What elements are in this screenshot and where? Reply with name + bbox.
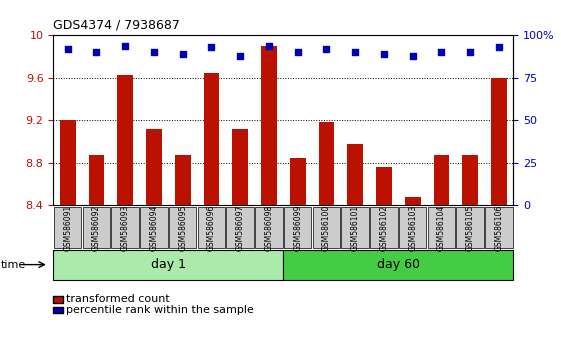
- Point: [63, 46, 72, 52]
- Text: GSM586100: GSM586100: [322, 204, 331, 251]
- Point: [466, 50, 475, 55]
- Point: [494, 45, 503, 50]
- Text: percentile rank within the sample: percentile rank within the sample: [66, 305, 254, 315]
- Text: GSM586098: GSM586098: [264, 204, 273, 251]
- Bar: [491, 78, 507, 205]
- Point: [264, 43, 273, 48]
- Point: [351, 50, 360, 55]
- Text: GSM586096: GSM586096: [207, 204, 216, 251]
- Bar: [89, 155, 104, 205]
- Point: [322, 46, 331, 52]
- Bar: [60, 120, 76, 205]
- Point: [92, 50, 101, 55]
- Text: GSM586092: GSM586092: [92, 204, 101, 251]
- Text: GSM586099: GSM586099: [293, 204, 302, 251]
- Text: GSM586093: GSM586093: [121, 204, 130, 251]
- Text: GDS4374 / 7938687: GDS4374 / 7938687: [53, 19, 180, 32]
- Point: [437, 50, 446, 55]
- Text: GSM586103: GSM586103: [408, 204, 417, 251]
- Bar: [261, 46, 277, 205]
- Bar: [462, 155, 478, 205]
- Point: [207, 45, 216, 50]
- Point: [149, 50, 158, 55]
- Bar: [347, 144, 363, 205]
- Text: GSM586097: GSM586097: [236, 204, 245, 251]
- Point: [379, 51, 388, 57]
- Point: [408, 53, 417, 59]
- Text: GSM586095: GSM586095: [178, 204, 187, 251]
- Bar: [146, 129, 162, 205]
- Bar: [405, 197, 421, 205]
- Point: [293, 50, 302, 55]
- Bar: [232, 129, 248, 205]
- Text: day 60: day 60: [377, 258, 420, 271]
- Text: GSM586101: GSM586101: [351, 204, 360, 251]
- Text: GSM586102: GSM586102: [379, 204, 388, 251]
- Bar: [319, 122, 334, 205]
- Text: GSM586106: GSM586106: [494, 204, 503, 251]
- Bar: [290, 158, 306, 205]
- Point: [236, 53, 245, 59]
- Text: GSM586094: GSM586094: [149, 204, 158, 251]
- Bar: [117, 75, 133, 205]
- Text: day 1: day 1: [151, 258, 186, 271]
- Text: GSM586105: GSM586105: [466, 204, 475, 251]
- Point: [178, 51, 187, 57]
- Bar: [434, 155, 449, 205]
- Bar: [376, 167, 392, 205]
- Text: transformed count: transformed count: [66, 295, 170, 304]
- Text: GSM586091: GSM586091: [63, 204, 72, 251]
- Text: time: time: [1, 259, 26, 270]
- Bar: [204, 73, 219, 205]
- Bar: [175, 155, 191, 205]
- Text: GSM586104: GSM586104: [437, 204, 446, 251]
- Point: [121, 43, 130, 48]
